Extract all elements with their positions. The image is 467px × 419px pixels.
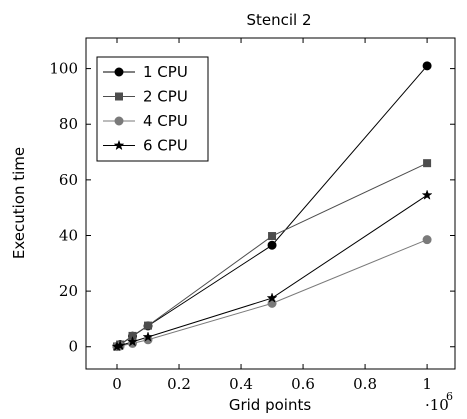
legend-label: 2 CPU — [143, 88, 188, 106]
legend-label: 1 CPU — [143, 63, 188, 81]
x-tick-label: 0.6 — [291, 375, 315, 393]
x-tick-label: 1 — [422, 375, 432, 393]
y-tick-label: 20 — [59, 282, 78, 300]
x-scale-label: ·10 6 — [425, 390, 453, 414]
y-tick-label: 0 — [68, 338, 78, 356]
y-tick-label: 60 — [59, 171, 78, 189]
legend-marker — [114, 116, 124, 126]
data-point-2 — [128, 331, 137, 340]
data-point-2 — [144, 321, 153, 330]
data-point-3 — [422, 235, 432, 245]
x-scale-exponent: 6 — [446, 390, 453, 403]
x-scale-base: ·10 — [425, 396, 449, 414]
x-axis-label: Grid points — [229, 396, 312, 414]
x-tick-label: 0.4 — [229, 375, 253, 393]
series-markers — [111, 61, 433, 352]
data-point-2 — [423, 159, 432, 168]
legend: 1 CPU 2 CPU 4 CPU 6 CPU — [96, 56, 209, 162]
y-tick-label: 100 — [49, 60, 78, 78]
y-axis-label: Execution time — [10, 147, 28, 259]
data-point-4 — [421, 189, 433, 200]
legend-label: 4 CPU — [143, 112, 188, 130]
legend-marker — [115, 92, 123, 101]
legend-marker — [114, 67, 124, 77]
legend-box — [96, 56, 209, 162]
legend-label: 6 CPU — [143, 137, 188, 155]
x-tick-labels: 0 0.2 0.4 0.6 0.8 1 — [112, 375, 432, 393]
data-point-4 — [127, 335, 138, 347]
y-tick-labels: 0 20 40 60 80 100 — [49, 60, 78, 356]
y-tick-label: 40 — [59, 226, 78, 244]
data-point-4 — [142, 331, 154, 342]
axis-ticks — [86, 38, 455, 369]
x-tick-label: 0.8 — [353, 375, 377, 393]
data-point-4 — [114, 339, 126, 351]
y-tick-label: 80 — [59, 115, 78, 133]
x-tick-label: 0 — [112, 375, 122, 393]
data-point-3 — [267, 298, 277, 308]
x-tick-label: 0.2 — [167, 375, 191, 393]
data-point-1 — [267, 240, 277, 250]
chart-title: Stencil 2 — [246, 11, 311, 29]
legend-marker — [113, 139, 125, 151]
data-point-4 — [266, 292, 278, 303]
data-point-2 — [268, 232, 277, 241]
data-point-1 — [422, 61, 432, 71]
